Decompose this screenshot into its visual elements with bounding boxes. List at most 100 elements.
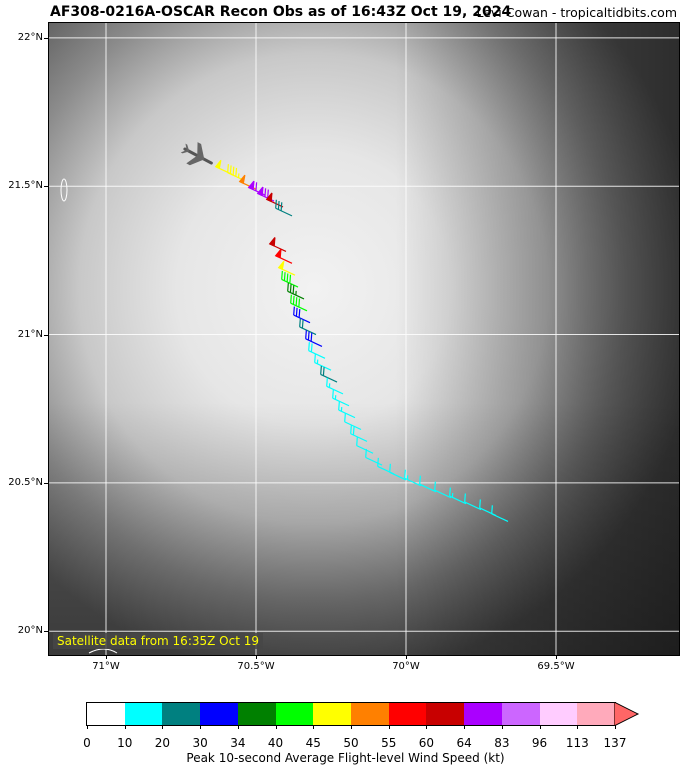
wind-barb (308, 342, 326, 359)
colorbar-tick-label: 10 (117, 736, 133, 750)
wind-barb (419, 475, 437, 493)
airplane-icon (180, 142, 213, 166)
colorbar-tick-label: 50 (343, 736, 359, 750)
lat-tick-label: 20.5°N (8, 476, 43, 488)
colorbar-tick (200, 725, 202, 729)
lat-tick-label: 22°N (17, 31, 43, 43)
wind-barb (287, 282, 305, 300)
chart-title: AF308-0216A-OSCAR Recon Obs as of 16:43Z… (50, 4, 512, 20)
wind-barb (305, 330, 323, 347)
colorbar (86, 702, 616, 726)
wind-barb (293, 306, 311, 324)
colorbar-segment (464, 703, 502, 725)
colorbar-tick-label: 113 (565, 736, 589, 750)
colorbar-segment (275, 703, 314, 725)
coastline (88, 648, 118, 654)
colorbar-tick-label: 40 (267, 736, 284, 750)
colorbar-segment (313, 703, 352, 725)
colorbar-tick-label: 30 (192, 736, 208, 750)
colorbar-tick (162, 725, 164, 729)
colorbar-segment (577, 703, 616, 725)
colorbar-segment (124, 703, 163, 725)
lat-tick (44, 186, 48, 188)
wind-barb (326, 377, 344, 395)
colorbar-tick-label: 137 (603, 736, 627, 750)
gridlines (49, 23, 679, 655)
colorbar-tick-label: 20 (154, 736, 171, 750)
wind-barb (256, 186, 275, 202)
wind-barb (449, 487, 467, 505)
colorbar-tick (464, 725, 466, 729)
lon-tick-label: 70.5°W (237, 661, 275, 672)
colorbar-tick (388, 725, 390, 729)
colorbar-tick-label: 55 (381, 736, 397, 750)
wind-barb (332, 389, 350, 407)
wind-barb (290, 294, 308, 312)
wind-barb (365, 448, 383, 466)
colorbar-segment (237, 703, 276, 725)
colorbar-tick (313, 725, 315, 729)
colorbar-tick-label: 60 (418, 736, 435, 750)
colorbar-tick (237, 725, 239, 729)
colorbar-tick-label: 64 (456, 736, 472, 750)
lon-tick-label: 71°W (92, 661, 120, 672)
colorbar-extend-arrow (614, 702, 640, 726)
island-outline (60, 178, 68, 202)
lat-tick (44, 37, 48, 39)
wind-barb (227, 164, 245, 181)
colorbar-tick (615, 725, 616, 729)
colorbar-tick (577, 725, 579, 729)
wind-barb (404, 469, 422, 487)
wind-barb (344, 413, 362, 431)
wind-barb (275, 199, 293, 217)
wind-barb (274, 248, 293, 264)
lat-tick-label: 21°N (17, 328, 43, 340)
lat-tick-label: 21.5°N (8, 180, 43, 192)
colorbar-segment (200, 703, 238, 725)
wind-barb (491, 505, 509, 523)
satellite-timestamp: Satellite data from 16:35Z Oct 19 (53, 633, 263, 649)
lat-tick (44, 482, 48, 484)
lat-tick (44, 334, 48, 336)
colorbar-tick (426, 725, 428, 729)
lon-tick (256, 655, 257, 659)
wind-barb (356, 437, 374, 454)
lon-tick (106, 655, 107, 659)
lon-tick-label: 69.5°W (537, 661, 575, 672)
wind-barb (464, 493, 482, 511)
map-canvas (49, 23, 679, 655)
colorbar-segment (426, 703, 465, 725)
colorbar-segment (87, 703, 125, 725)
wind-barb (299, 318, 317, 336)
colorbar-segment (539, 703, 578, 725)
colorbar-segment (162, 703, 201, 725)
lon-tick (406, 655, 407, 659)
wind-barb (434, 481, 452, 499)
colorbar-segment (501, 703, 540, 725)
colorbar-segment (388, 703, 427, 725)
lat-tick-label: 20°N (17, 625, 43, 637)
wind-barb (338, 401, 356, 419)
satellite-map[interactable]: Satellite data from 16:35Z Oct 19 (48, 22, 680, 656)
colorbar-tick (87, 725, 88, 729)
credit-text: Levi Cowan - tropicaltidbits.com (476, 5, 677, 20)
wind-barbs (214, 159, 509, 523)
colorbar-tick-label: 96 (531, 736, 548, 750)
lon-tick (556, 655, 557, 659)
colorbar-segment (351, 703, 389, 725)
colorbar-tick-label: 0 (83, 736, 91, 750)
lon-tick-label: 70°W (392, 661, 420, 672)
wind-barb (314, 353, 332, 371)
colorbar-tick-label: 45 (305, 736, 321, 750)
wind-barb (268, 237, 287, 253)
colorbar-tick (124, 725, 126, 729)
colorbar-tick (539, 725, 541, 729)
wind-barb (350, 425, 368, 442)
wind-barb (281, 270, 299, 288)
colorbar-tick (275, 725, 277, 729)
colorbar-tick (351, 725, 352, 729)
wind-barb (277, 260, 296, 276)
wind-barb (265, 192, 284, 208)
colorbar-tick (501, 725, 503, 729)
colorbar-tick-label: 83 (494, 736, 510, 750)
